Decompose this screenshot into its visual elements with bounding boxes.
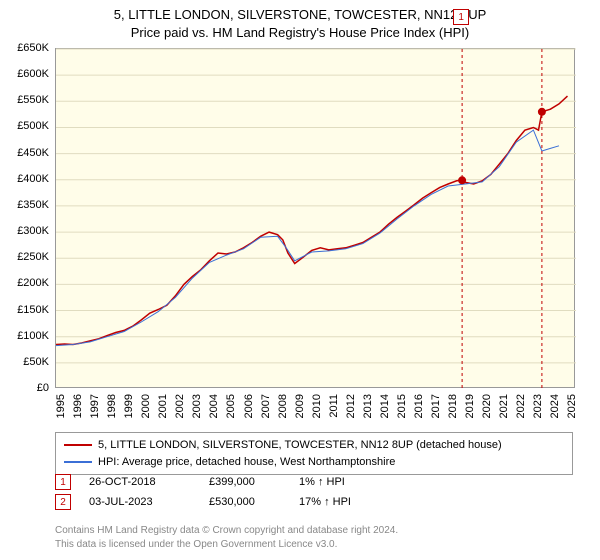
- sales-table-row: 2 03-JUL-2023£530,00017% ↑ HPI: [55, 494, 419, 510]
- x-tick-label: 2008: [277, 394, 289, 424]
- x-tick-label: 2015: [396, 394, 408, 424]
- legend-row: 5, LITTLE LONDON, SILVERSTONE, TOWCESTER…: [64, 437, 564, 454]
- y-tick-label: £250K: [0, 251, 49, 263]
- x-tick-label: 1999: [123, 394, 135, 424]
- sale-price: £530,000: [209, 496, 299, 508]
- x-tick-label: 2000: [140, 394, 152, 424]
- x-tick-label: 2020: [481, 394, 493, 424]
- sale-marker-label: 1: [453, 9, 469, 25]
- sales-table-row: 1 26-OCT-2018£399,0001% ↑ HPI: [55, 474, 419, 490]
- x-tick-label: 2019: [464, 394, 476, 424]
- y-tick-label: £50K: [0, 356, 49, 368]
- chart-container: 5, LITTLE LONDON, SILVERSTONE, TOWCESTER…: [0, 0, 600, 560]
- legend: 5, LITTLE LONDON, SILVERSTONE, TOWCESTER…: [55, 432, 573, 475]
- x-tick-label: 2014: [379, 394, 391, 424]
- sales-table: 1 26-OCT-2018£399,0001% ↑ HPI 2 03-JUL-2023…: [55, 474, 419, 514]
- x-tick-label: 2012: [345, 394, 357, 424]
- y-tick-label: £400K: [0, 173, 49, 185]
- x-tick-label: 1998: [106, 394, 118, 424]
- plot-area: [55, 48, 575, 388]
- y-tick-label: £350K: [0, 199, 49, 211]
- y-tick-label: £0: [0, 382, 49, 394]
- x-tick-label: 2016: [413, 394, 425, 424]
- footer-line-2: This data is licensed under the Open Gov…: [55, 538, 398, 552]
- legend-label: HPI: Average price, detached house, West…: [98, 454, 395, 471]
- footer-line-1: Contains HM Land Registry data © Crown c…: [55, 524, 398, 538]
- x-tick-label: 1997: [89, 394, 101, 424]
- sale-number-box: 2: [55, 494, 71, 510]
- x-tick-label: 2025: [566, 394, 578, 424]
- legend-row: HPI: Average price, detached house, West…: [64, 454, 564, 471]
- x-tick-label: 2011: [328, 394, 340, 424]
- x-tick-label: 2018: [447, 394, 459, 424]
- y-tick-label: £300K: [0, 225, 49, 237]
- legend-label: 5, LITTLE LONDON, SILVERSTONE, TOWCESTER…: [98, 437, 502, 454]
- y-tick-label: £450K: [0, 147, 49, 159]
- footer-attribution: Contains HM Land Registry data © Crown c…: [55, 524, 398, 552]
- x-tick-label: 1996: [72, 394, 84, 424]
- x-tick-label: 2006: [243, 394, 255, 424]
- sale-pct-vs-hpi: 1% ↑ HPI: [299, 476, 419, 488]
- title-block: 5, LITTLE LONDON, SILVERSTONE, TOWCESTER…: [0, 0, 600, 42]
- y-tick-label: £650K: [0, 42, 49, 54]
- legend-swatch: [64, 444, 92, 446]
- x-tick-label: 2017: [430, 394, 442, 424]
- sale-pct-vs-hpi: 17% ↑ HPI: [299, 496, 419, 508]
- title-line-2: Price paid vs. HM Land Registry's House …: [0, 24, 600, 42]
- y-tick-label: £550K: [0, 94, 49, 106]
- x-tick-label: 2022: [515, 394, 527, 424]
- x-tick-label: 2004: [208, 394, 220, 424]
- x-tick-label: 2021: [498, 394, 510, 424]
- x-tick-label: 2024: [549, 394, 561, 424]
- x-tick-label: 2013: [362, 394, 374, 424]
- x-tick-label: 2023: [532, 394, 544, 424]
- y-tick-label: £150K: [0, 304, 49, 316]
- y-tick-label: £500K: [0, 120, 49, 132]
- title-line-1: 5, LITTLE LONDON, SILVERSTONE, TOWCESTER…: [0, 6, 600, 24]
- sale-markers: [56, 49, 576, 389]
- legend-swatch: [64, 461, 92, 463]
- y-tick-label: £100K: [0, 330, 49, 342]
- sale-price: £399,000: [209, 476, 299, 488]
- y-tick-label: £200K: [0, 277, 49, 289]
- x-tick-label: 2002: [174, 394, 186, 424]
- x-tick-label: 2009: [294, 394, 306, 424]
- x-tick-label: 1995: [55, 394, 67, 424]
- x-tick-label: 2005: [225, 394, 237, 424]
- x-tick-label: 2007: [260, 394, 272, 424]
- y-tick-label: £600K: [0, 68, 49, 80]
- x-tick-label: 2001: [157, 394, 169, 424]
- x-tick-label: 2003: [191, 394, 203, 424]
- sale-number-box: 1: [55, 474, 71, 490]
- sale-date: 26-OCT-2018: [89, 476, 209, 488]
- sale-date: 03-JUL-2023: [89, 496, 209, 508]
- x-tick-label: 2010: [311, 394, 323, 424]
